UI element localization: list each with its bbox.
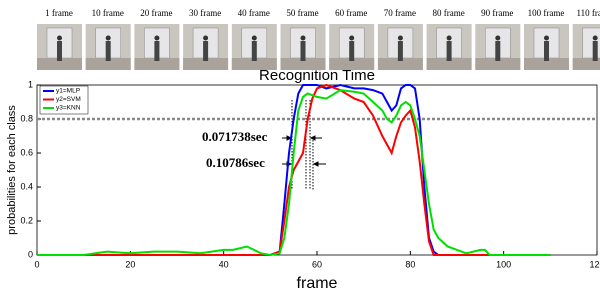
thumbnail-label: 40 frame xyxy=(238,8,270,18)
legend-label: y2=SVM xyxy=(56,96,81,103)
y-tick-label: 0 xyxy=(28,249,33,259)
x-tick-label: 60 xyxy=(312,259,322,269)
thumbnail-person xyxy=(495,41,500,61)
thumbnail-person xyxy=(544,41,549,61)
thumbnail-person xyxy=(495,36,500,41)
thumbnail-person xyxy=(593,36,598,41)
figure: Recognition Time frame probabilities for… xyxy=(0,0,600,295)
thumbnail-label: 110 frame xyxy=(576,8,600,18)
thumbnail-person xyxy=(447,36,452,41)
x-tick-label: 40 xyxy=(219,259,229,269)
thumbnail-label: 60 frame xyxy=(335,8,367,18)
thumbnail-label: 100 frame xyxy=(528,8,565,18)
thumbnail-person xyxy=(154,41,159,61)
y-tick-label: 1 xyxy=(28,79,33,89)
arrow-head xyxy=(311,136,315,140)
thumbnail-person xyxy=(252,36,257,41)
x-tick-label: 100 xyxy=(496,259,511,269)
annotation: 0.071738sec xyxy=(202,129,268,144)
thumbnail-person xyxy=(544,36,549,41)
series-line xyxy=(37,85,550,255)
x-tick-label: 120 xyxy=(589,259,600,269)
y-axis-label: probabilities for each class xyxy=(6,105,18,235)
x-tick-label: 80 xyxy=(405,259,415,269)
thumbnail-person xyxy=(57,36,62,41)
thumbnail-person xyxy=(349,36,354,41)
legend-label: y1=MLP xyxy=(56,88,80,95)
thumbnail-label: 10 frame xyxy=(92,8,124,18)
thumbnail-person xyxy=(349,41,354,61)
thumbnail-label: 80 frame xyxy=(432,8,464,18)
thumbnail-person xyxy=(447,41,452,61)
thumbnail-person xyxy=(252,41,257,61)
y-tick-label: 0.4 xyxy=(20,181,33,191)
thumbnail-person xyxy=(106,41,111,61)
thumbnail-person xyxy=(301,41,306,61)
thumbnail-person xyxy=(398,36,403,41)
thumbnail-label: 30 frame xyxy=(189,8,221,18)
thumbnail-label: 1 frame xyxy=(45,8,73,18)
y-tick-label: 0.6 xyxy=(20,147,33,157)
thumbnail-label: 20 frame xyxy=(140,8,172,18)
x-axis-label: frame xyxy=(297,275,338,292)
y-tick-label: 0.8 xyxy=(20,113,33,123)
annotation: 0.10786sec xyxy=(206,155,265,170)
arrow-head xyxy=(314,162,318,166)
plot-area xyxy=(37,85,597,255)
thumbnail-person xyxy=(154,36,159,41)
thumbnail-person xyxy=(57,41,62,61)
x-tick-label: 0 xyxy=(34,259,39,269)
thumbnail-person xyxy=(398,41,403,61)
thumbnail-person xyxy=(593,41,598,61)
x-tick-label: 20 xyxy=(125,259,135,269)
legend-label: y3=KNN xyxy=(56,105,81,112)
thumbnail-label: 90 frame xyxy=(481,8,513,18)
thumbnail-label: 50 frame xyxy=(286,8,318,18)
thumbnail-person xyxy=(203,36,208,41)
thumbnail-label: 70 frame xyxy=(384,8,416,18)
y-tick-label: 0.2 xyxy=(20,215,33,225)
thumbnail-person xyxy=(106,36,111,41)
thumbnail-person xyxy=(203,41,208,61)
thumbnail-person xyxy=(301,36,306,41)
